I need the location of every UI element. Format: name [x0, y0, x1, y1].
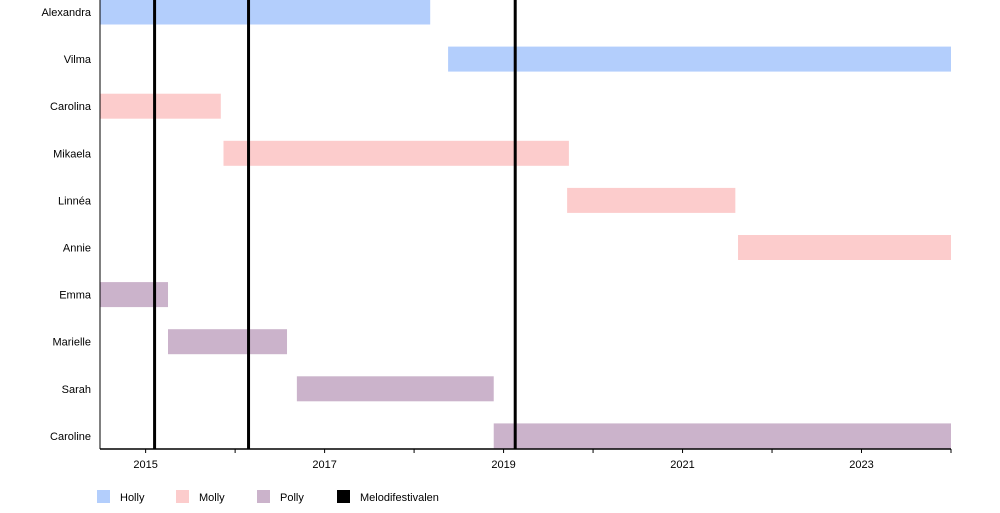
member-label: Linnéa — [58, 195, 92, 207]
x-axis: 2015 2017 2019 2021 2023 — [99, 0, 952, 471]
member-bar-carolina — [100, 93, 221, 119]
member-label: Sarah — [62, 384, 91, 396]
legend-swatch-melodifestivalen — [337, 490, 350, 503]
member-label: Marielle — [52, 337, 91, 349]
event-lines — [153, 0, 517, 449]
member-label: Mikaela — [53, 148, 92, 160]
member-label: Emma — [59, 290, 92, 302]
member-label: Carolina — [50, 101, 92, 113]
member-bar-annie — [738, 235, 951, 260]
member-label: Alexandra — [41, 7, 91, 19]
member-bar-mikaela — [223, 140, 569, 166]
member-bar-vilma — [448, 46, 951, 72]
x-tick-label: 2015 — [133, 459, 157, 471]
member-label: Caroline — [50, 431, 91, 443]
legend-swatch-molly — [176, 490, 189, 503]
legend-swatch-polly — [257, 490, 270, 503]
x-tick-label: 2023 — [849, 459, 873, 471]
member-bar-linnéa — [567, 187, 736, 213]
legend-label: Melodifestivalen — [360, 492, 439, 504]
member-bar-sarah — [296, 376, 494, 402]
member-label: Annie — [63, 243, 91, 255]
member-label: Vilma — [64, 54, 92, 66]
member-bar-caroline — [493, 423, 951, 449]
legend-swatch-holly — [97, 490, 110, 503]
legend-label: Holly — [120, 492, 145, 504]
legend: Holly Molly Polly Melodifestivalen — [97, 490, 439, 504]
x-tick-label: 2021 — [670, 459, 694, 471]
legend-label: Polly — [280, 492, 304, 504]
x-tick-label: 2017 — [312, 459, 336, 471]
legend-label: Molly — [199, 492, 225, 504]
member-bar-emma — [100, 282, 169, 308]
x-tick-label: 2019 — [491, 459, 515, 471]
member-bar-alexandra — [100, 0, 431, 25]
member-labels: Alexandra Vilma Carolina Mikaela Linnéa Annie… — [41, 7, 91, 443]
member-bar-marielle — [168, 329, 288, 355]
member-bars — [100, 0, 951, 449]
